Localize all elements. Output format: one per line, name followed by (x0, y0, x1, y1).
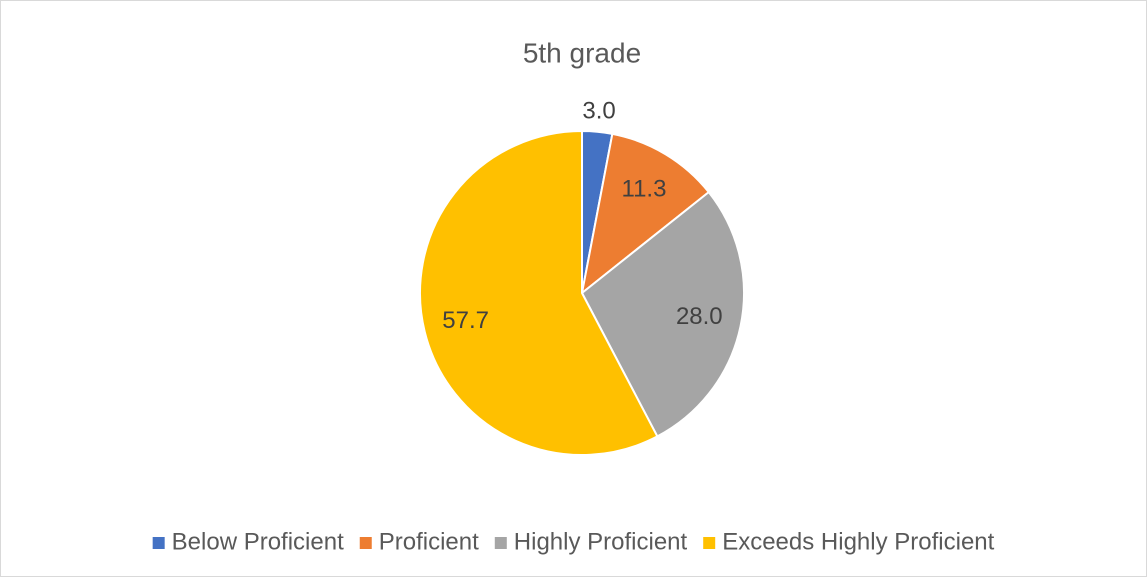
pie-slice (580, 190, 745, 438)
legend-label: Exceeds Highly Proficient (722, 528, 994, 555)
legend-swatch (703, 537, 716, 549)
chart-title: 5th grade (523, 37, 641, 68)
legend-label: Below Proficient (172, 528, 344, 555)
legend-swatch (359, 537, 372, 549)
pie-slice (419, 129, 659, 456)
legend-label: Proficient (379, 528, 479, 555)
legend-label: Highly Proficient (514, 528, 688, 555)
legend-swatch (152, 537, 165, 549)
data-label: 28.0 (676, 303, 723, 330)
data-label: 11.3 (622, 176, 667, 203)
pie-slice (580, 132, 711, 296)
legend: Below Proficient Proficient Highly Profici… (152, 528, 995, 555)
legend-swatch (494, 537, 507, 549)
data-label: 57.7 (442, 307, 489, 334)
data-label: 3.0 (582, 98, 615, 125)
